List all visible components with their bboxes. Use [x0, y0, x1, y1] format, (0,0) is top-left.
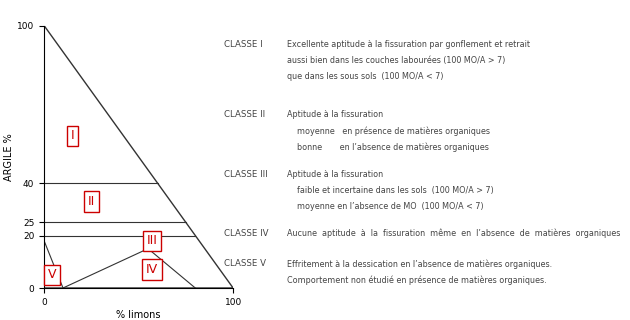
Text: Comportement non étudié en présence de matières organiques.: Comportement non étudié en présence de m… [287, 275, 546, 285]
Text: Aucune  aptitude  à  la  fissuration  même  en  l’absence  de  matières  organiq: Aucune aptitude à la fissuration même en… [287, 229, 620, 238]
Text: faible et incertaine dans les sols  (100 MO/A > 7): faible et incertaine dans les sols (100 … [287, 186, 493, 195]
Text: CLASSE II: CLASSE II [224, 110, 265, 119]
Text: V: V [47, 268, 56, 281]
Text: II: II [88, 195, 95, 208]
Text: que dans les sous sols  (100 MO/A < 7): que dans les sous sols (100 MO/A < 7) [287, 72, 443, 81]
Text: Aptitude à la fissuration: Aptitude à la fissuration [287, 110, 383, 119]
Text: CLASSE I: CLASSE I [224, 40, 262, 49]
Text: CLASSE IV: CLASSE IV [224, 229, 268, 238]
Text: CLASSE V: CLASSE V [224, 259, 266, 268]
Text: moyenne   en présence de matières organiques: moyenne en présence de matières organiqu… [287, 126, 490, 136]
Text: CLASSE III: CLASSE III [224, 170, 267, 179]
X-axis label: % limons: % limons [117, 309, 161, 319]
Text: Aptitude à la fissuration: Aptitude à la fissuration [287, 170, 383, 179]
Text: Excellente aptitude à la fissuration par gonflement et retrait: Excellente aptitude à la fissuration par… [287, 40, 530, 49]
Text: IV: IV [146, 263, 158, 276]
Text: Effritement à la dessication en l’absence de matières organiques.: Effritement à la dessication en l’absenc… [287, 259, 552, 269]
Text: III: III [146, 234, 158, 247]
Text: moyenne en l’absence de MO  (100 MO/A < 7): moyenne en l’absence de MO (100 MO/A < 7… [287, 202, 483, 211]
Text: aussi bien dans les couches labourées (100 MO/A > 7): aussi bien dans les couches labourées (1… [287, 56, 505, 65]
Text: bonne       en l’absence de matières organiques: bonne en l’absence de matières organique… [287, 142, 488, 152]
Text: I: I [71, 129, 74, 142]
Y-axis label: ARGILE %: ARGILE % [4, 133, 14, 181]
